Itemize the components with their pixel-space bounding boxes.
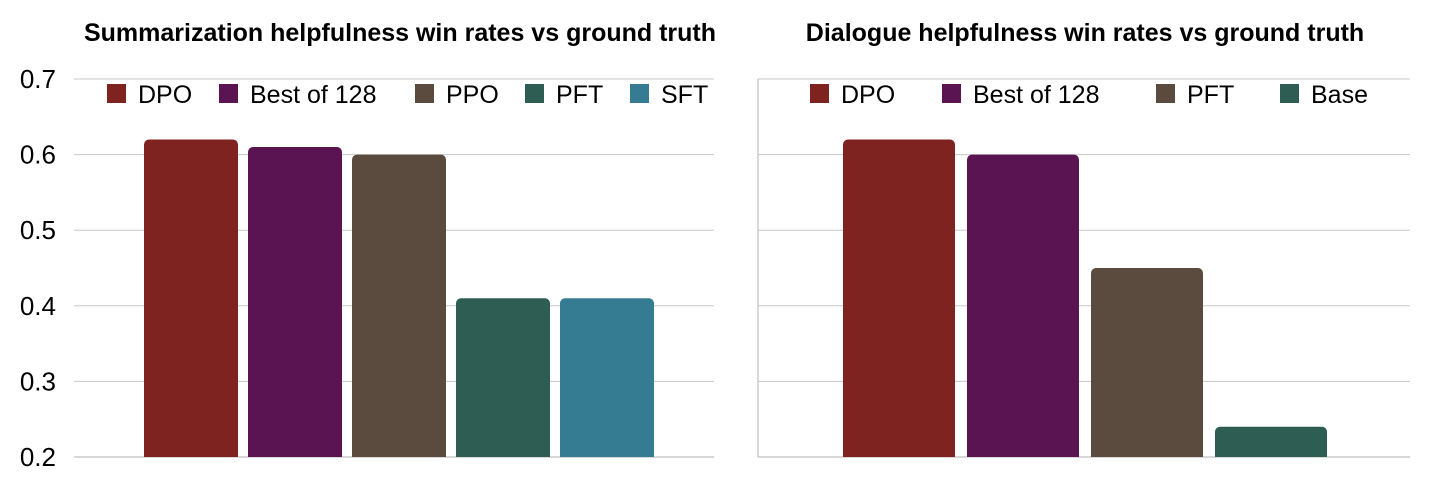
bar-base xyxy=(144,451,238,457)
bar-best-of-128 xyxy=(967,154,1079,457)
legend-swatch xyxy=(107,84,126,103)
legend-swatch xyxy=(630,84,649,103)
y-tick-label: 0.7 xyxy=(20,64,56,94)
bar-base xyxy=(843,451,955,457)
dialogue-chart-title: Dialogue helpfulness win rates vs ground… xyxy=(806,19,1364,47)
bar-pft xyxy=(1091,268,1203,457)
bar-base xyxy=(1215,426,1327,457)
legend-label: PFT xyxy=(556,81,603,109)
bar-ppo xyxy=(352,154,446,457)
bar-base xyxy=(352,451,446,457)
bar-base xyxy=(456,451,550,457)
legend: DPO Best of 128 PFT Base xyxy=(810,81,1368,109)
legend-label: PFT xyxy=(1187,81,1234,109)
legend-label: DPO xyxy=(841,81,895,109)
legend-swatch xyxy=(810,84,829,103)
legend-swatch xyxy=(525,84,544,103)
bar-base xyxy=(560,451,654,457)
legend-swatch xyxy=(1280,84,1299,103)
legend-label: DPO xyxy=(138,81,192,109)
bar-base xyxy=(1091,451,1203,457)
legend-label: SFT xyxy=(661,81,708,109)
legend-swatch xyxy=(219,84,238,103)
legend-label: Best of 128 xyxy=(973,81,1099,109)
y-tick-label: 0.6 xyxy=(20,140,56,170)
dialogue-chart-panel: Dialogue helpfulness win rates vs ground… xyxy=(757,19,1410,458)
y-tick-label: 0.5 xyxy=(20,215,56,245)
legend-swatch xyxy=(415,84,434,103)
legend-label: Best of 128 xyxy=(250,81,376,109)
legend-swatch xyxy=(1156,84,1175,103)
legend-label: Base xyxy=(1311,81,1368,109)
legend: DPO Best of 128 PPO PFT SFT xyxy=(107,81,708,109)
bar-base xyxy=(1215,451,1327,457)
bar-best-of-128 xyxy=(248,147,342,458)
summarization-chart-panel: Summarization helpfulness win rates vs g… xyxy=(20,19,716,472)
y-tick-label: 0.3 xyxy=(20,366,56,396)
bar-base xyxy=(967,451,1079,457)
y-tick-label: 0.4 xyxy=(20,291,56,321)
y-tick-label: 0.2 xyxy=(20,442,56,472)
bar-base xyxy=(248,451,342,457)
bar-dpo xyxy=(843,139,955,458)
bar-pft xyxy=(456,298,550,457)
bar-sft xyxy=(560,298,654,457)
bar-dpo xyxy=(144,139,238,458)
summarization-chart-title: Summarization helpfulness win rates vs g… xyxy=(84,19,716,47)
legend-swatch xyxy=(942,84,961,103)
legend-label: PPO xyxy=(446,81,499,109)
